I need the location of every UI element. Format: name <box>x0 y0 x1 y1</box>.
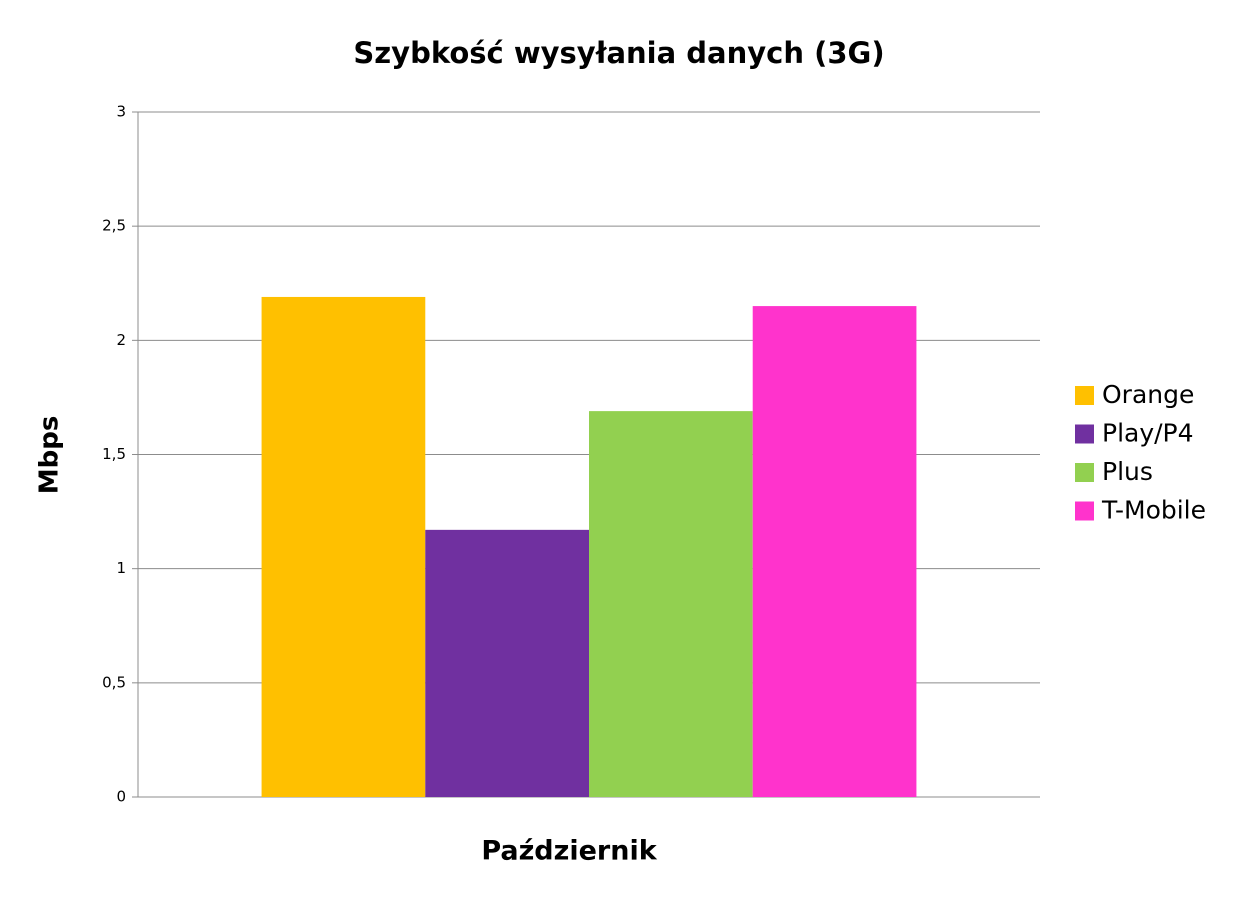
legend-label: T-Mobile <box>1101 496 1206 525</box>
legend-swatch <box>1075 463 1094 482</box>
chart-title: Szybkość wysyłania danych (3G) <box>353 36 884 70</box>
bar <box>425 529 589 797</box>
y-tick-label: 1,5 <box>102 445 126 463</box>
y-tick-label: 1 <box>116 559 126 577</box>
legend-label: Orange <box>1102 380 1194 409</box>
legend-swatch <box>1075 424 1094 444</box>
y-tick-label: 2 <box>116 331 126 349</box>
legend-label: Play/P4 <box>1102 419 1194 448</box>
bar <box>752 306 917 797</box>
legend-swatch <box>1075 501 1094 521</box>
legend-swatch <box>1075 386 1094 405</box>
x-tick-label: Październik <box>481 836 657 867</box>
y-tick-label: 3 <box>116 103 126 121</box>
bar <box>261 296 426 797</box>
bar <box>589 411 753 797</box>
y-tick-label: 2,5 <box>102 217 126 235</box>
y-axis-title: Mbps <box>35 416 65 495</box>
legend-label: Plus <box>1102 457 1153 486</box>
y-tick-label: 0,5 <box>102 673 126 691</box>
y-tick-label: 0 <box>116 788 126 806</box>
